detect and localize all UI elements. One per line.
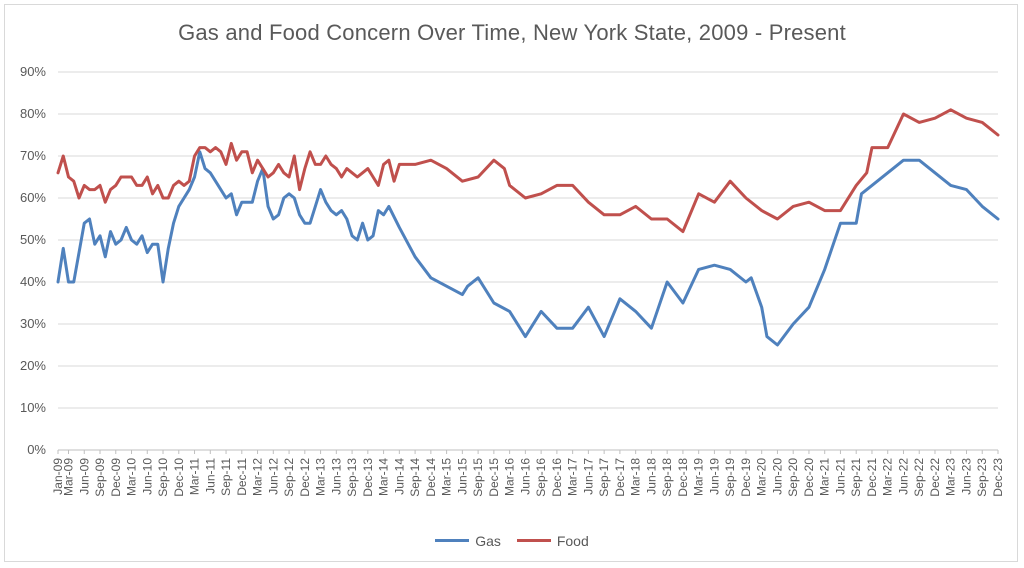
x-tick-label: Mar-17 bbox=[566, 458, 580, 496]
x-tick-label: Mar-21 bbox=[818, 458, 832, 496]
x-tick-label: Dec-18 bbox=[676, 458, 690, 497]
y-tick-label: 0% bbox=[27, 442, 46, 457]
x-tick-label: Jun-13 bbox=[329, 458, 343, 495]
x-tick-label: Jun-22 bbox=[896, 458, 910, 495]
x-tick-label: Mar-13 bbox=[314, 458, 328, 496]
chart-frame bbox=[4, 4, 1018, 562]
x-tick-label: Sep-21 bbox=[849, 458, 863, 497]
y-tick-label: 50% bbox=[20, 232, 46, 247]
x-tick-label: Sep-11 bbox=[219, 458, 233, 496]
x-tick-label: Mar-20 bbox=[755, 458, 769, 496]
x-tick-label: Dec-15 bbox=[487, 458, 501, 497]
series-lines bbox=[56, 108, 1000, 347]
x-tick-label: Jun-19 bbox=[707, 458, 721, 495]
x-tick-label: Sep-20 bbox=[786, 458, 800, 497]
legend-item-gas: Gas bbox=[435, 533, 501, 549]
y-tick-label: 60% bbox=[20, 190, 46, 205]
x-tick-label: Jun-18 bbox=[644, 458, 658, 495]
x-tick-label: Sep-22 bbox=[912, 458, 926, 497]
x-tick-label: Mar-16 bbox=[503, 458, 517, 496]
x-tick-label: Dec-10 bbox=[172, 458, 186, 497]
x-tick-label: Sep-15 bbox=[471, 458, 485, 497]
x-tick-label: Jun-17 bbox=[581, 458, 595, 495]
series-line-food bbox=[56, 108, 1000, 234]
x-tick-label: Dec-13 bbox=[361, 458, 375, 497]
x-tick-label: Jun-21 bbox=[833, 458, 847, 495]
legend-item-food: Food bbox=[516, 532, 589, 549]
x-tick-label: Mar-15 bbox=[440, 458, 454, 496]
x-tick-label: Sep-19 bbox=[723, 458, 737, 497]
chart-title: Gas and Food Concern Over Time, New York… bbox=[178, 20, 846, 45]
x-tick-label: Jun-12 bbox=[266, 458, 280, 495]
x-tick-label: Dec-16 bbox=[550, 458, 564, 497]
x-tick-label: Dec-14 bbox=[424, 458, 438, 497]
x-tick-label: Jun-09 bbox=[77, 458, 91, 495]
x-tick-label: Dec-23 bbox=[991, 458, 1005, 497]
y-tick-label: 70% bbox=[20, 148, 46, 163]
x-tick-label: Dec-21 bbox=[865, 458, 879, 497]
y-tick-label: 40% bbox=[20, 274, 46, 289]
x-tick-label: Mar-19 bbox=[692, 458, 706, 496]
x-tick-label: Jun-23 bbox=[959, 458, 973, 495]
y-tick-label: 10% bbox=[20, 400, 46, 415]
x-tick-label: Sep-17 bbox=[597, 458, 611, 497]
y-tick-label: 90% bbox=[20, 64, 46, 79]
x-tick-label: Mar-12 bbox=[251, 458, 265, 496]
x-tick-label: Dec-22 bbox=[928, 458, 942, 497]
x-tick-label: Mar-11 bbox=[188, 458, 202, 495]
series-line-gas bbox=[56, 150, 1000, 347]
gridlines bbox=[58, 71, 998, 451]
legend-swatch-gas bbox=[435, 539, 470, 542]
x-tick-label: Jun-16 bbox=[518, 458, 532, 495]
x-tick-label: Dec-09 bbox=[109, 458, 123, 497]
x-tick-label: Sep-14 bbox=[408, 458, 422, 497]
x-tick-label: Jun-20 bbox=[770, 458, 784, 495]
x-tick-label: Mar-14 bbox=[377, 458, 391, 496]
x-tick-label: Dec-20 bbox=[802, 458, 816, 497]
x-tick-label: Jun-11 bbox=[203, 458, 217, 494]
x-tick-label: Jan-09 bbox=[51, 458, 65, 495]
x-tick-label: Mar-23 bbox=[944, 458, 958, 496]
x-tick-label: Sep-13 bbox=[345, 458, 359, 497]
x-tick-label: Mar-22 bbox=[881, 458, 895, 496]
x-tick-label: Sep-12 bbox=[282, 458, 296, 497]
x-tick-label: Jun-15 bbox=[455, 458, 469, 495]
x-tick-label: Dec-11 bbox=[235, 458, 249, 496]
y-tick-label: 30% bbox=[20, 316, 46, 331]
x-tick-label: Mar-18 bbox=[629, 458, 643, 496]
x-tick-label: Sep-10 bbox=[156, 458, 170, 497]
x-tick-label: Sep-23 bbox=[975, 458, 989, 497]
x-tick-label: Sep-09 bbox=[93, 458, 107, 497]
x-tick-label: Sep-18 bbox=[660, 458, 674, 497]
x-tick-label: Dec-19 bbox=[739, 458, 753, 497]
legend-label-gas: Gas bbox=[475, 532, 501, 549]
x-tick-label: Jun-10 bbox=[140, 458, 154, 495]
x-tick-label: Sep-16 bbox=[534, 458, 548, 497]
x-tick-label: Dec-17 bbox=[613, 458, 627, 497]
y-tick-label: 20% bbox=[20, 358, 46, 373]
y-tick-label: 80% bbox=[20, 106, 46, 121]
legend-swatch-food bbox=[516, 539, 551, 542]
x-tick-label: Dec-12 bbox=[298, 458, 312, 497]
x-tick-label: Mar-10 bbox=[125, 458, 139, 496]
legend: Gas Food bbox=[0, 529, 1024, 549]
legend-label-food: Food bbox=[556, 532, 589, 549]
y-axis-ticks: 0% 10% 20% 30% 40% 50% 60% 70% 80% 90% bbox=[20, 64, 46, 457]
x-tick-label: Jun-14 bbox=[392, 458, 406, 495]
x-tick-label: Mar-09 bbox=[62, 458, 76, 496]
